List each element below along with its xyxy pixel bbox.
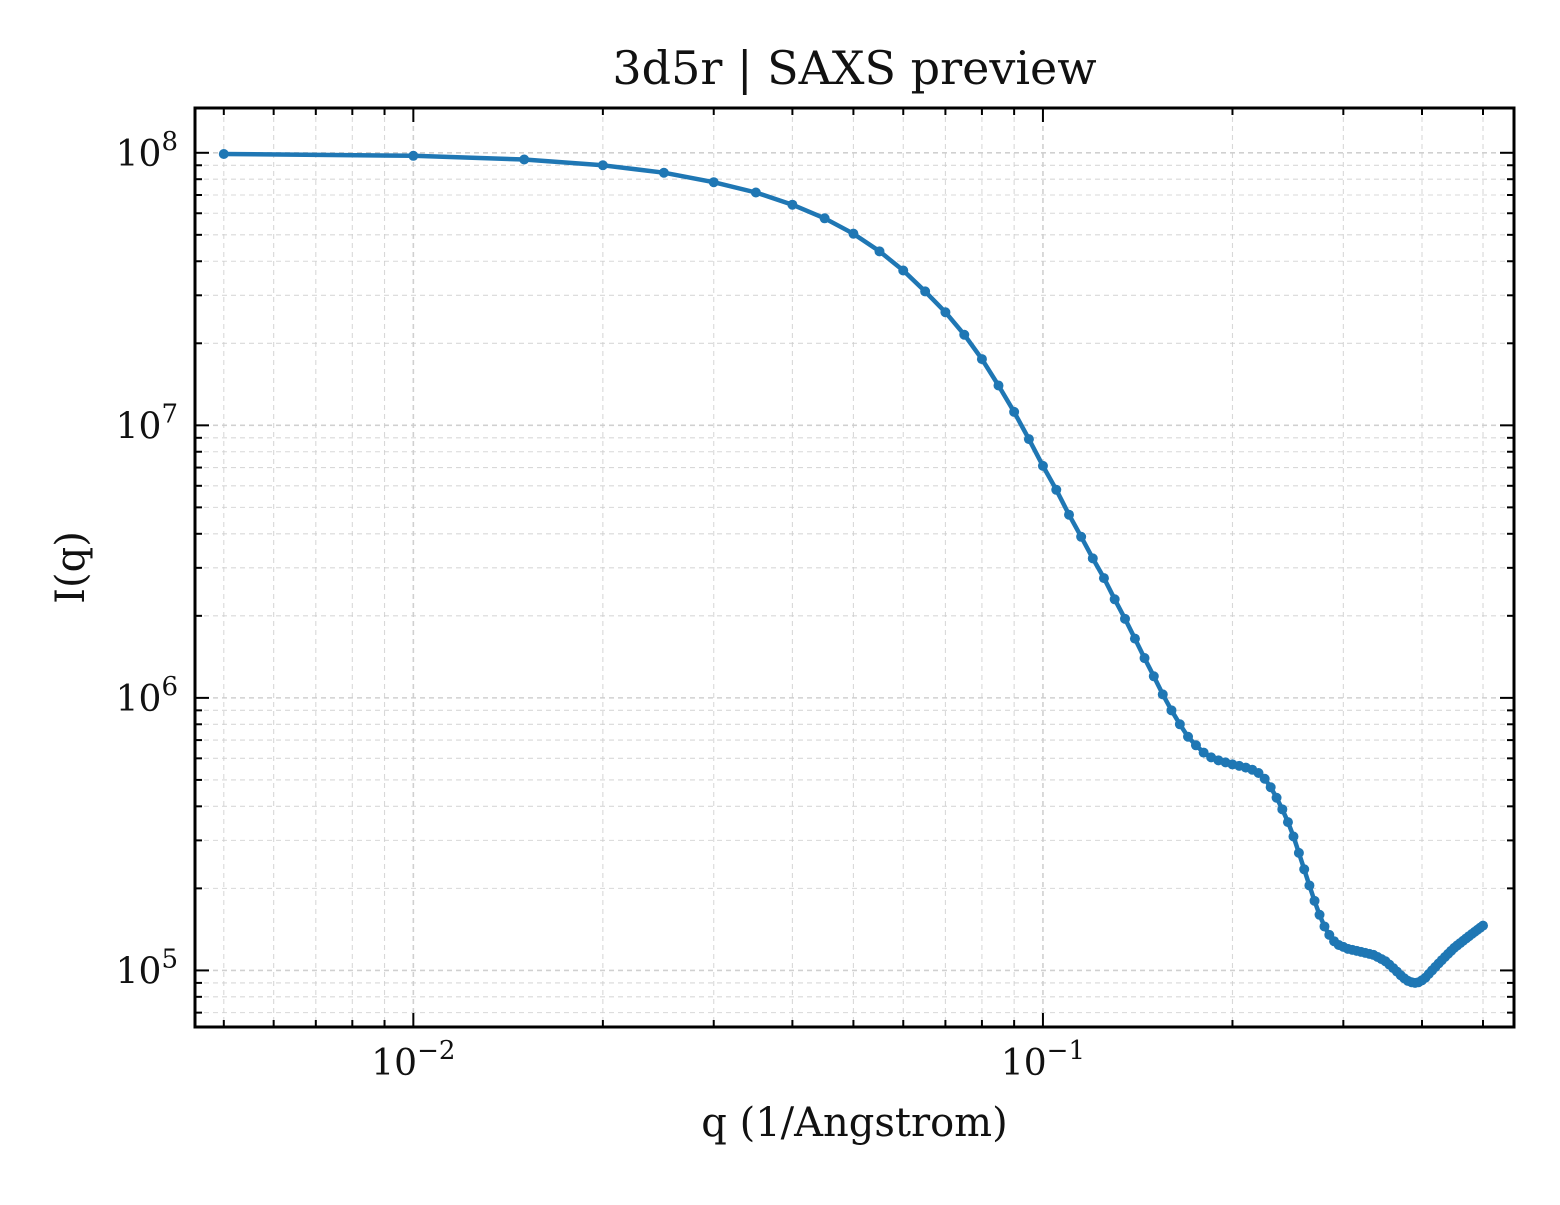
data-point [1183,731,1194,742]
x-tick-labels: 10−2 10−1 [371,1036,1085,1084]
y-tick-label: 108 [116,127,178,175]
data-point [1478,920,1489,931]
data-point [1259,773,1270,784]
data-point [920,286,931,297]
data-point [1309,895,1320,906]
data-point [519,154,530,165]
data-point [1037,460,1048,471]
data-point [1314,909,1325,920]
plot-frame [193,106,1516,1029]
x-tick-label: 10−1 [1001,1036,1085,1084]
data-point [1023,434,1034,445]
y-tick-label: 105 [116,944,178,992]
data-point [874,246,885,257]
data-point [1304,880,1315,891]
data-point [1064,509,1075,520]
data-point [940,307,951,318]
x-tick-label: 10−2 [371,1036,455,1084]
data-point [1009,406,1020,417]
data-point [1139,653,1150,664]
data-point [787,199,798,210]
data-point [1198,747,1209,758]
data-point [658,167,669,178]
chart-title: 3d5r | SAXS preview [612,41,1096,95]
data-point [1319,921,1330,932]
data-point [1098,573,1109,584]
data-point [1299,864,1310,875]
data-point [1293,847,1304,858]
data-point [898,265,909,276]
data-point [708,177,719,188]
y-axis-label: I(q) [48,531,94,604]
data-point [1148,671,1159,682]
y-tick-label: 106 [116,672,178,720]
data-point [1166,705,1177,716]
data-point [819,213,830,224]
data-point [750,187,761,198]
data-point [1076,531,1087,542]
data-point [1288,831,1299,842]
data-point [1174,719,1185,730]
data-point [1190,740,1201,751]
data-point [1282,817,1293,828]
grid [195,108,1514,1027]
data-point [959,329,970,340]
data-point [993,380,1004,391]
data-point [1051,484,1062,495]
y-tick-label: 107 [116,399,178,447]
series-layer [218,148,1489,988]
data-point [848,228,859,239]
y-tick-labels: 105 106 107 108 [116,127,178,993]
data-point [1265,782,1276,793]
data-point [1119,613,1130,624]
data-point [1109,594,1120,605]
data-point [1157,689,1168,700]
x-axis-label: q (1/Angstrom) [701,1100,1007,1146]
data-point [597,160,608,171]
data-point [408,150,419,161]
data-point [1277,804,1288,815]
data-point [1129,633,1140,644]
data-point [1271,792,1282,803]
data-point [976,354,987,365]
data-point [1087,553,1098,564]
data-point [218,148,229,159]
